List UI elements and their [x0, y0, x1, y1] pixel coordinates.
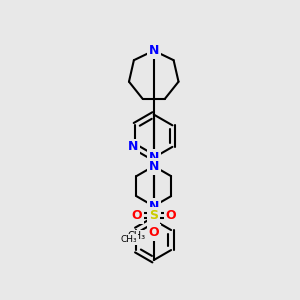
Text: CH₃: CH₃ [128, 231, 146, 241]
Text: N: N [148, 151, 159, 164]
Text: N: N [148, 200, 159, 213]
Text: N: N [148, 160, 159, 172]
Text: O: O [131, 209, 142, 222]
Text: S: S [149, 209, 158, 222]
Text: /: / [141, 229, 145, 239]
Text: O: O [148, 226, 159, 239]
Text: N: N [128, 140, 138, 153]
Text: O: O [165, 209, 176, 222]
Text: CH₃: CH₃ [120, 235, 137, 244]
Text: N: N [148, 44, 159, 57]
